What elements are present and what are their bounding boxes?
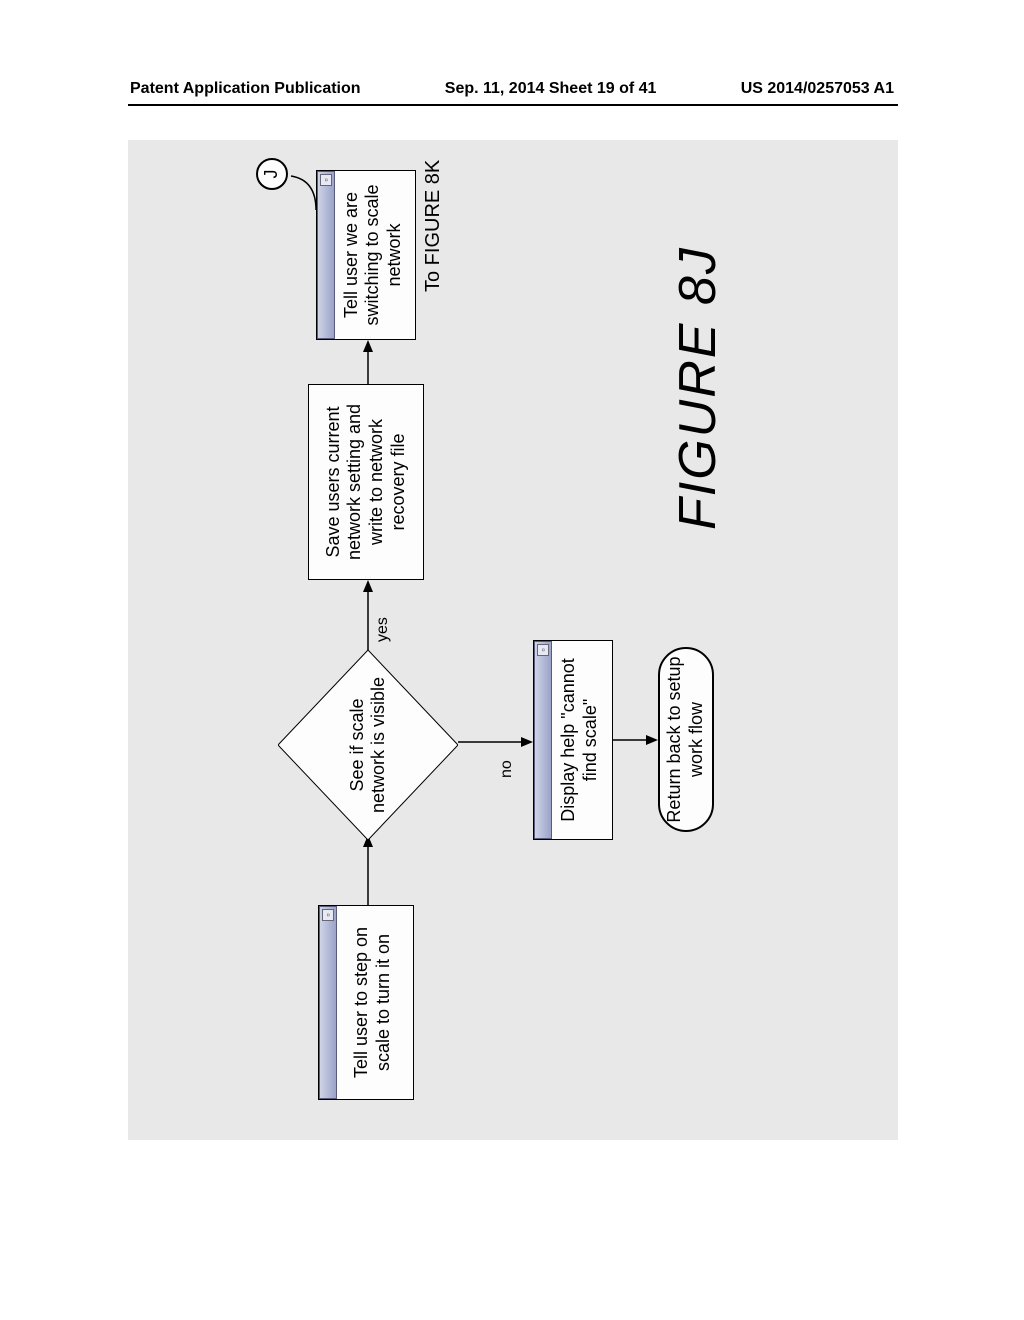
close-icon: ▫ xyxy=(537,644,549,656)
node-text: Tell user to step on scale to turn it on xyxy=(331,906,400,1099)
edge-n3-n4 xyxy=(358,340,378,384)
header-rule xyxy=(128,104,898,106)
node-tell-switching-network: ▫ Tell user we are switching to scale ne… xyxy=(316,170,416,340)
node-save-network-setting: Save users current network setting and w… xyxy=(308,384,424,580)
node-display-help: ▫ Display help "cannot find scale" xyxy=(533,640,613,840)
edge-n5-n6 xyxy=(613,730,658,750)
node-text: Save users current network setting and w… xyxy=(315,385,417,579)
page-body: ▫ Tell user to step on scale to turn it … xyxy=(128,140,898,1140)
connector-label: J xyxy=(261,170,283,179)
edge-label-no: no xyxy=(498,760,516,778)
close-icon: ▫ xyxy=(322,909,334,921)
figure-label: FIGURE 8J xyxy=(668,246,728,530)
external-ref-label: To FIGURE 8K xyxy=(422,160,445,292)
header-center: Sep. 11, 2014 Sheet 19 of 41 xyxy=(445,80,657,98)
edge-n1-n2 xyxy=(358,835,378,905)
titlebar: ▫ xyxy=(534,641,552,839)
node-return-setup: Return back to setup work flow xyxy=(658,647,714,832)
titlebar: ▫ xyxy=(319,906,337,1099)
edge-label-yes: yes xyxy=(374,617,392,642)
page-header: Patent Application Publication Sep. 11, … xyxy=(0,80,1024,98)
node-text: See if scale network is visible xyxy=(278,650,458,840)
node-see-if-scale-visible: See if scale network is visible xyxy=(278,650,458,840)
header-left: Patent Application Publication xyxy=(130,80,361,98)
edge-n2-n5 xyxy=(458,732,533,752)
node-tell-step-on-scale: ▫ Tell user to step on scale to turn it … xyxy=(318,905,414,1100)
connector-j: J xyxy=(256,158,288,190)
node-text: Return back to setup work flow xyxy=(664,649,707,830)
edge-n4-j xyxy=(283,160,323,210)
flowchart: ▫ Tell user to step on scale to turn it … xyxy=(128,140,898,1140)
header-right: US 2014/0257053 A1 xyxy=(741,80,894,98)
